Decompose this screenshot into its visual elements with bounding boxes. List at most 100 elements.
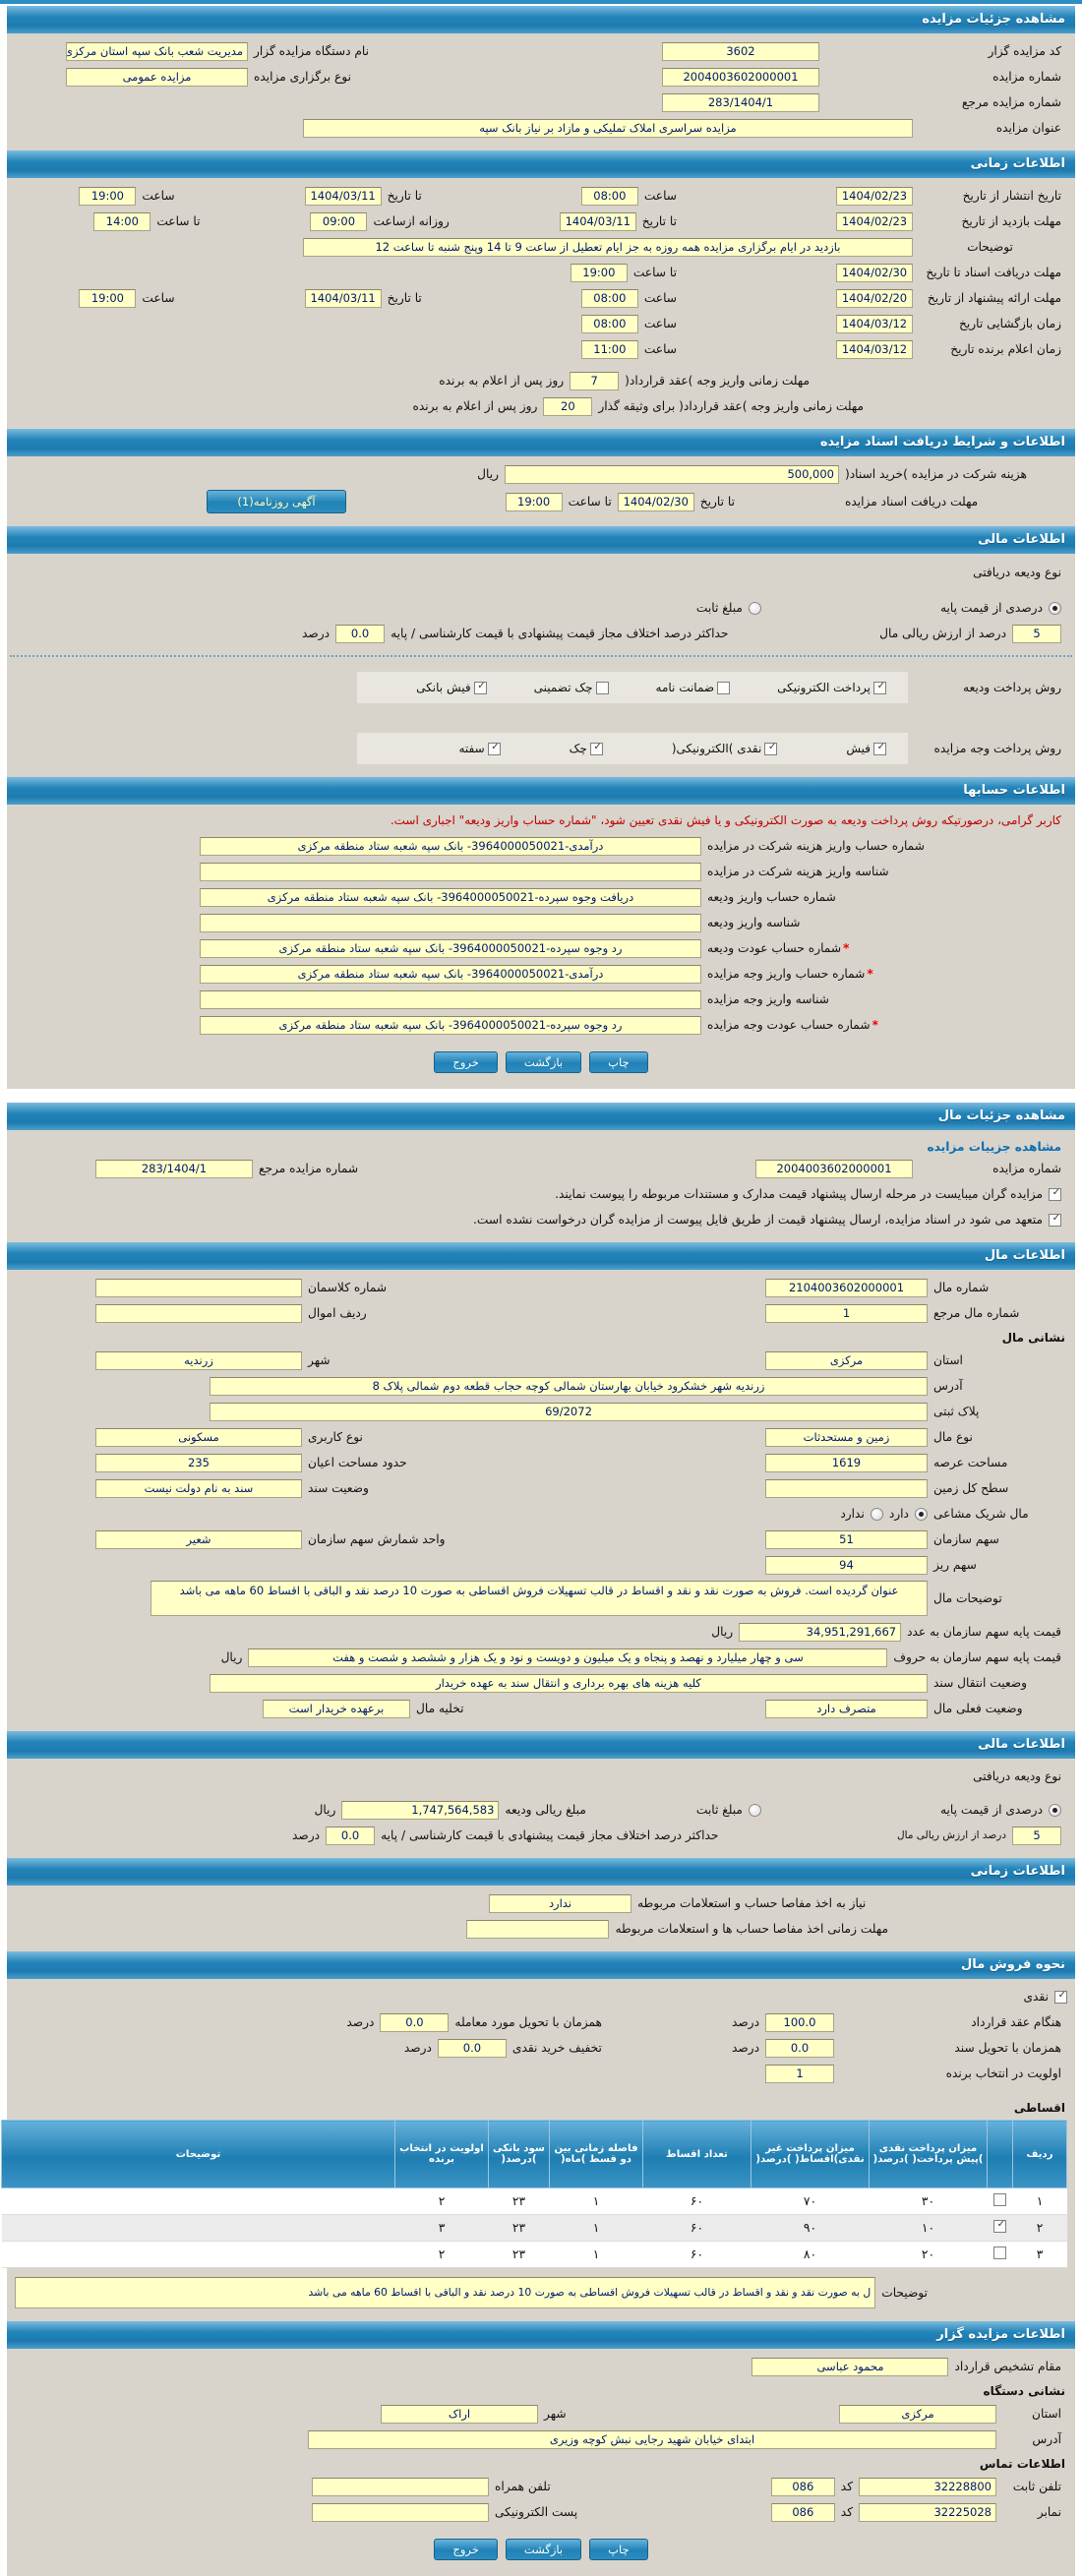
publish-from-date-field[interactable]: 1404/02/23 [836,186,913,206]
auction-number-field[interactable]: 2004003602000001 [755,1159,913,1178]
auction-ref-field[interactable]: 283/1404/1 [95,1159,253,1178]
opening-hour-field[interactable]: 08:00 [580,314,638,333]
installment-row-checkbox[interactable] [993,2219,1006,2233]
timing-desc-field[interactable]: بازدید در ایام برگزاری مزایده همه روزه ب… [303,237,913,257]
auction-number-field[interactable]: 2004003602000001 [662,67,819,87]
installment-row-checkbox[interactable] [993,2193,1006,2206]
visit-from-date-field[interactable]: 1404/02/23 [836,211,913,231]
installment-row-checkbox[interactable] [993,2247,1006,2259]
fax-field[interactable]: 32225028 [859,2502,996,2522]
percent-of-base-radio[interactable] [1049,1803,1061,1817]
guarantee-letter-checkbox[interactable] [717,681,731,694]
item-desc-field[interactable]: عنوان گردیده است. فروش به صورت نقد و نقد… [150,1581,928,1616]
docs-deadline-date-field[interactable]: 1404/02/30 [836,263,913,282]
opening-date-field[interactable]: 1404/03/12 [836,314,913,333]
percent-of-base-radio[interactable] [1049,601,1061,615]
auctioneer-code-field[interactable]: 3602 [662,41,819,61]
evacuation-field[interactable]: برعهده خریدار است [263,1699,410,1718]
deposit-method-item[interactable]: فیش بانکی [416,681,487,694]
auctioneer-address-field[interactable]: ابتدای خیابان شهید رجایی نبش کوچه وزیری [308,2429,996,2449]
offer-to-hour-field[interactable]: 19:00 [79,288,137,308]
receipt-checkbox[interactable] [873,742,886,755]
item-status-field[interactable]: متصرف دارد [765,1699,928,1718]
building-area-field[interactable]: 235 [95,1453,302,1472]
fixed-amount-radio[interactable] [748,601,761,615]
deposit-method-item[interactable]: چک تضمینی [534,681,609,694]
print-button[interactable]: چاپ [589,1051,648,1073]
fee-deposit-account-field[interactable]: درآمدی-3964000050021- بانک سپه شعبه ستاد… [200,836,701,856]
attach-note-checkbox[interactable] [1049,1187,1061,1201]
authority-field[interactable]: محمود عباسی [751,2357,949,2376]
certified-check-checkbox[interactable] [595,681,609,694]
payment-method-item[interactable]: چک [570,742,603,755]
auction-payment-id-field[interactable] [200,989,701,1009]
exit-button[interactable]: خروج [434,1051,498,1073]
auctioneer-city-field[interactable]: اراک [381,2404,538,2424]
auction-title-field[interactable]: مزایده سراسری املاک تملیکی و مازاد بر نی… [303,118,913,138]
sale-desc-field[interactable]: ل به صورت نقد و نقد و اقساط در قالب تسهی… [15,2277,876,2308]
no-file-note-checkbox[interactable] [1049,1213,1061,1227]
province-field[interactable]: مرکزی [765,1350,928,1370]
max-diff-field[interactable]: 0.0 [326,1826,376,1845]
payment-method-item[interactable]: سفته [458,742,501,755]
base-price-words-field[interactable]: سی و چهار میلیارد و نهصد و پنجاه و یک می… [248,1647,888,1667]
deposit-return-account-field[interactable]: رد وجوه سپرده-3964000050021- بانک سپه شع… [200,938,701,958]
clearance-field[interactable]: ندارد [489,1893,631,1913]
visit-from-hour-field[interactable]: 09:00 [310,211,368,231]
base-price-field[interactable]: 34,951,291,667 [739,1622,902,1642]
cash-electronic-checkbox[interactable] [764,742,778,755]
deposit-account-field[interactable]: دریافت وجوه سپرده-3964000050021- بانک سپ… [200,887,701,907]
cash-sale-checkbox[interactable] [1054,1990,1067,2004]
max-diff-field[interactable]: 0.0 [335,624,386,643]
docs-receive-date-field[interactable]: 1404/02/30 [617,492,694,511]
share-unit-field[interactable]: شعیر [95,1529,302,1549]
auction-ref-field[interactable]: 283/1404/1 [662,92,819,112]
address-field[interactable]: زرندیه شهر خشکرود خیابان بهارستان شمالی … [210,1376,928,1396]
deposit-percent-field[interactable]: 5 [1012,624,1061,643]
partner-yes-radio[interactable] [915,1507,928,1521]
plate-field[interactable]: 69/2072 [210,1402,928,1421]
total-land-field[interactable] [765,1478,928,1498]
bank-receipt-checkbox[interactable] [473,681,487,694]
back-button[interactable]: بازگشت [505,1051,582,1073]
auction-payment-account-field[interactable]: درآمدی-3964000050021- بانک سپه شعبه ستاد… [200,964,701,984]
promissory-note-checkbox[interactable] [487,742,501,755]
deposit-id-field[interactable] [200,913,701,932]
docs-fee-field[interactable]: 500,000 [505,464,839,484]
deposit-amount-field[interactable]: 1,747,564,583 [341,1800,500,1820]
city-field[interactable]: زرندیه [95,1350,302,1370]
usage-field[interactable]: مسکونی [95,1427,302,1447]
publish-from-hour-field[interactable]: 08:00 [580,186,638,206]
transfer-field[interactable]: کلیه هزینه های بهره برداری و انتقال سند … [210,1673,928,1693]
clearance-deadline-field[interactable] [466,1919,610,1939]
winner-date-field[interactable]: 1404/03/12 [836,339,913,359]
payment-method-item[interactable]: فیش [846,742,886,755]
mobile-field[interactable] [312,2477,489,2496]
item-ref-field[interactable]: 1 [765,1303,928,1323]
discount-percent-field[interactable]: 0.0 [437,2038,507,2058]
deposit-method-item[interactable]: پرداخت الکترونیکی [777,681,886,694]
org-share-field[interactable]: 51 [765,1529,928,1549]
phone-field[interactable]: 32228800 [859,2477,996,2496]
item-number-field[interactable]: 2104003602000001 [765,1278,928,1297]
publish-to-date-field[interactable]: 1404/03/11 [304,186,382,206]
back-button[interactable]: بازگشت [505,2539,582,2560]
sub-share-field[interactable]: 94 [765,1555,928,1575]
land-area-field[interactable]: 1619 [765,1453,928,1472]
newspaper-ad-button[interactable]: آگهی روزنامه(1) [207,490,346,513]
deposit-method-item[interactable]: ضمانت نامه [656,681,731,694]
fax-code-field[interactable]: 086 [770,2502,835,2522]
publish-to-hour-field[interactable]: 19:00 [79,186,137,206]
partner-no-radio[interactable] [870,1507,883,1521]
auction-payment-return-account-field[interactable]: رد وجوه سپرده-3964000050021- بانک سپه شع… [200,1015,701,1035]
winner-priority-field[interactable]: 1 [765,2064,834,2083]
delivery-percent-field[interactable]: 0.0 [380,2012,450,2032]
deed-percent-field[interactable]: 0.0 [765,2038,834,2058]
guarantor-deadline-days-field[interactable]: 20 [543,396,593,416]
deposit-percent-field[interactable]: 5 [1012,1826,1061,1845]
phone-code-field[interactable]: 086 [770,2477,835,2496]
offer-from-hour-field[interactable]: 08:00 [580,288,638,308]
check-checkbox[interactable] [589,742,603,755]
item-type-field[interactable]: زمین و مستحدثات [765,1427,928,1447]
offer-from-date-field[interactable]: 1404/02/20 [836,288,913,308]
